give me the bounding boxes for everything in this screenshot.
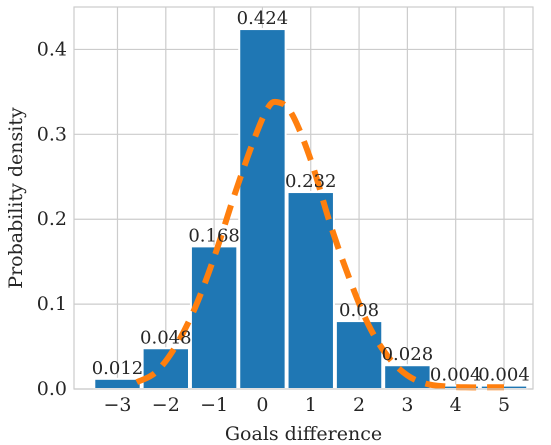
bar-value-label: 0.168	[188, 225, 240, 246]
density-curve	[135, 98, 504, 391]
y-tick-label: 0.3	[37, 123, 67, 145]
x-tick-label: 3	[401, 394, 413, 416]
bar	[141, 347, 190, 390]
y-tick-labels: 0.0 0.1 0.2 0.3 0.4	[37, 38, 67, 400]
y-tick-label: 0.4	[37, 38, 67, 60]
bar	[93, 377, 142, 390]
plot-frame	[73, 6, 534, 390]
bar	[334, 320, 384, 391]
x-tick-label: 5	[498, 394, 510, 416]
bar-value-label: 0.012	[92, 358, 144, 379]
bars	[93, 28, 529, 391]
x-tick-label: −3	[103, 394, 131, 416]
x-axis-label: Goals difference	[225, 423, 382, 445]
bar-value-label: 0.028	[382, 344, 434, 365]
bar-value-label: 0.232	[285, 171, 337, 192]
x-tick-label: 0	[256, 394, 268, 416]
x-tick-label: 2	[353, 394, 365, 416]
bar	[189, 245, 239, 390]
x-tick-label: −1	[200, 394, 228, 416]
bar	[238, 28, 287, 391]
bar-value-label: 0.08	[339, 300, 379, 321]
y-tick-label: 0.0	[37, 378, 67, 400]
bar-value-label: 0.048	[140, 327, 192, 348]
bar-value-label: 0.004	[430, 365, 482, 386]
bar-value-label: 0.424	[237, 8, 289, 29]
bar	[286, 191, 335, 390]
x-tick-labels: −3 −2 −1 0 1 2 3 4 5	[103, 394, 510, 416]
bar-value-label: 0.004	[478, 365, 530, 386]
y-tick-label: 0.2	[37, 208, 67, 230]
x-tick-label: 1	[305, 394, 317, 416]
x-tick-label: −2	[152, 394, 180, 416]
y-axis-label: Probability density	[5, 107, 27, 289]
y-tick-label: 0.1	[37, 293, 67, 315]
x-tick-label: 4	[450, 394, 462, 416]
bar-labels: 0.0120.0480.1680.4240.2320.080.0280.0040…	[92, 8, 530, 386]
